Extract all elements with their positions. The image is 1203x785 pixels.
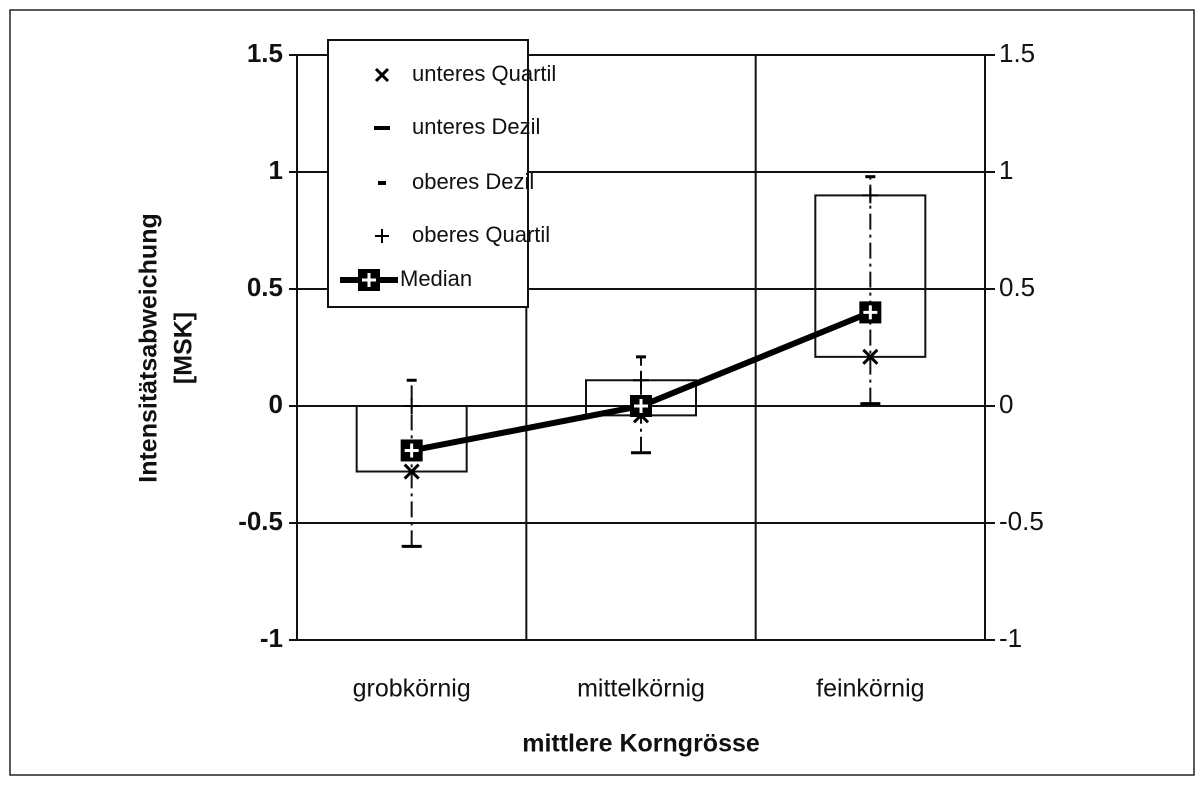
x-tick-label: grobkörnig: [353, 675, 471, 703]
legend-label: oberes Quartil: [412, 222, 550, 247]
y2-tick-label: 0: [999, 389, 1013, 419]
y2-tick-label: 0.5: [999, 272, 1035, 302]
y-axis-label: [MSK]: [170, 312, 198, 384]
y2-tick-label: -0.5: [999, 506, 1044, 536]
y-tick-label: 0.5: [247, 272, 283, 302]
x-tick-label: feinkörnig: [816, 675, 924, 703]
y2-tick-label: 1: [999, 155, 1013, 185]
legend-box: [327, 39, 529, 308]
legend-symbol: [375, 229, 389, 243]
cross: [862, 348, 879, 365]
frame: [9, 9, 1195, 776]
y-tick-label: -0.5: [238, 506, 283, 536]
cross: [403, 463, 420, 480]
y-axis-label: Intensitätsabweichung: [135, 213, 163, 482]
lower-quartile-marker: [862, 348, 879, 365]
median-marker: [859, 301, 882, 324]
upper-quartile-marker: [862, 187, 879, 204]
y-tick-label: 0: [269, 389, 283, 419]
y-tick-label: 1: [269, 155, 283, 185]
plus: [862, 187, 879, 204]
legend-symbol: [362, 273, 376, 287]
median-marker: [400, 439, 423, 462]
legend-symbol: [374, 67, 390, 83]
plus: [863, 305, 878, 320]
plus: [633, 372, 649, 389]
x-axis-label: mittlere Korngrösse: [522, 730, 760, 758]
median-marker: [630, 395, 652, 417]
legend-label: oberes Dezil: [412, 169, 534, 194]
x-tick-label: mittelkörnig: [577, 675, 705, 703]
plot-border: [296, 54, 986, 641]
upper-quartile-marker: [633, 372, 649, 389]
lower-quartile-marker: [403, 463, 420, 480]
y2-tick-label: 1.5: [999, 38, 1035, 68]
y-tick-label: -1: [260, 623, 283, 653]
legend: unteres Quartil unteres Dezil oberes Dezil…: [327, 39, 556, 308]
plus: [404, 443, 419, 458]
legend-label: Median: [400, 266, 472, 291]
legend-label: unteres Quartil: [412, 61, 556, 86]
upper-quartile-marker: [403, 398, 420, 414]
legend-label: unteres Dezil: [412, 114, 540, 139]
y-tick-label: 1.5: [247, 38, 283, 68]
plus: [634, 399, 648, 413]
plus: [403, 398, 420, 414]
y2-tick-label: -1: [999, 623, 1022, 653]
